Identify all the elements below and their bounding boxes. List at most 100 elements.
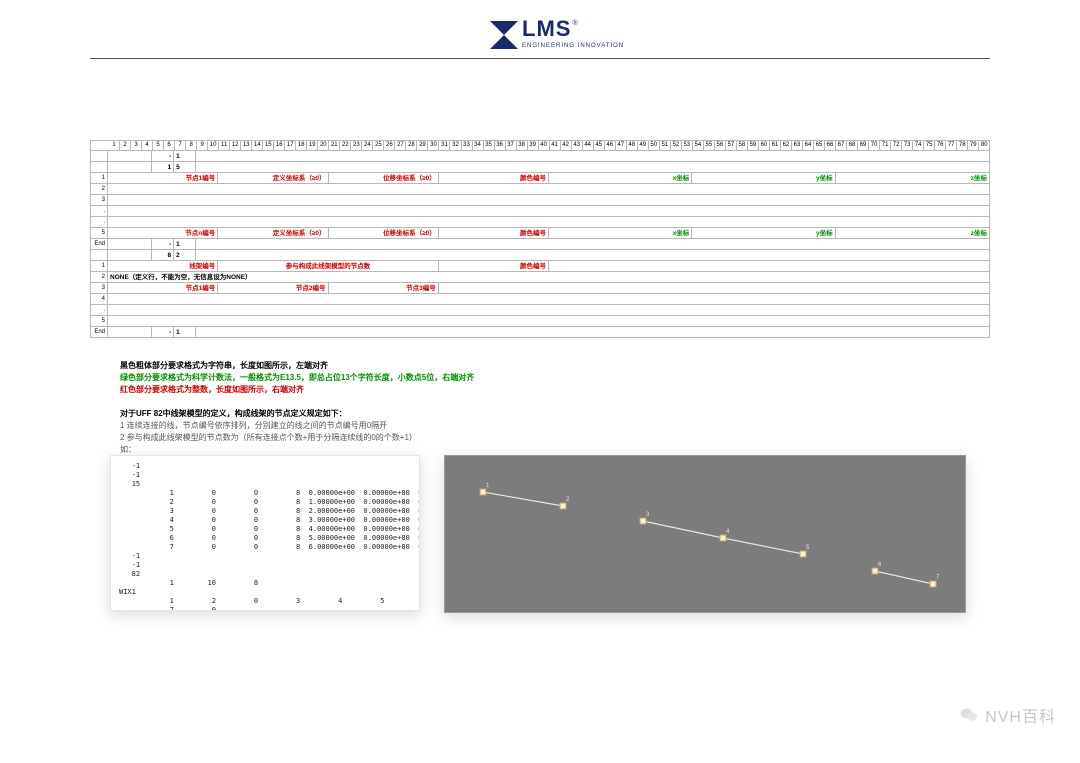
grid-cell: [108, 195, 990, 206]
col-num: 57: [726, 140, 737, 151]
col-num: 15: [263, 140, 274, 151]
grid-row: End-1: [90, 239, 990, 250]
grid-row: 82: [90, 250, 990, 261]
col-num: 47: [616, 140, 627, 151]
col-num: 61: [770, 140, 781, 151]
col-num: 54: [693, 140, 704, 151]
viz-node-marker: [640, 518, 646, 524]
col-num: 14: [252, 140, 263, 151]
col-num: 65: [814, 140, 825, 151]
header-rule: [90, 58, 990, 59]
hdr-defcs: 定义坐标系（≥0）: [218, 173, 328, 184]
col-num: 73: [902, 140, 913, 151]
col-num: 21: [329, 140, 340, 151]
col-num: 62: [781, 140, 792, 151]
row-label: .: [90, 206, 108, 217]
grid-row: .: [90, 305, 990, 316]
grid-row: .: [90, 217, 990, 228]
col-num: 43: [572, 140, 583, 151]
col-num: 5: [153, 140, 164, 151]
grid-cell: [196, 250, 990, 261]
delim-dash: -: [152, 151, 174, 162]
row-label: 2: [90, 184, 108, 195]
wechat-icon: [959, 705, 979, 725]
col-num: 45: [594, 140, 605, 151]
hdr-z: z坐标: [836, 173, 990, 184]
col-num: 6: [164, 140, 175, 151]
grid-cell: [108, 305, 990, 316]
col-num: 78: [957, 140, 968, 151]
hdr-dispcs: 位移坐标系（≥0）: [329, 173, 439, 184]
hdr-y-n: y坐标: [692, 228, 835, 239]
col-num: 2: [120, 140, 131, 151]
watermark: NVH百科: [959, 703, 1056, 727]
col-num: 55: [704, 140, 715, 151]
delim-1-3: 1: [174, 327, 196, 338]
hdr-node-count: 参与构成此线架模型的节点数: [218, 261, 439, 272]
dataset-82-a: 8: [152, 250, 174, 261]
col-num: 28: [406, 140, 417, 151]
grid-cell: [196, 162, 990, 173]
row-label: 3: [90, 195, 108, 206]
row-label: 5: [90, 228, 108, 239]
delim-1: 1: [174, 151, 196, 162]
col-num: 77: [946, 140, 957, 151]
viz-node-marker: [560, 503, 566, 509]
hdr-node-n-id: 节点n编号: [108, 228, 218, 239]
grid-row: 15: [90, 162, 990, 173]
note-line-red: 红色部分要求格式为整数，长度如图所示，右端对齐: [120, 384, 474, 396]
dataset-id-2: 5: [174, 162, 196, 173]
col-num: 80: [979, 140, 990, 151]
note-sub-2: 2 参与构成此线架模型的节点数为（所有连接点个数+用于分隔连续线的0的个数+1）: [120, 432, 474, 444]
hdr-trace-id: 线架编号: [108, 261, 218, 272]
dataset-id-1: 1: [152, 162, 174, 173]
col-num: 46: [605, 140, 616, 151]
col-num: 71: [880, 140, 891, 151]
hdr-trace-color: 颜色编号: [439, 261, 549, 272]
col-num: 37: [506, 140, 517, 151]
grid-cell: [549, 261, 990, 272]
row-label: 5: [90, 316, 108, 327]
col-num: 59: [748, 140, 759, 151]
note-sub-1: 1 连续连接的线，节点编号依序排列，分别建立的线之间的节点编号用0隔开: [120, 420, 474, 432]
col-num: 23: [351, 140, 362, 151]
grid-row: End-1: [90, 327, 990, 338]
hdr-color-n: 颜色编号: [439, 228, 549, 239]
col-num: 12: [230, 140, 241, 151]
col-num: 1: [109, 140, 120, 151]
col-num: 52: [671, 140, 682, 151]
grid-cell: [108, 316, 990, 327]
col-num: 26: [384, 140, 395, 151]
row-label: [90, 162, 108, 173]
viz-node-label: 4: [726, 529, 730, 535]
row-label: .: [90, 217, 108, 228]
column-numbers-row: 1234567891011121314151617181920212223242…: [90, 140, 990, 151]
viz-node-label: 2: [566, 497, 570, 503]
col-num: 16: [274, 140, 285, 151]
grid-row: 4: [90, 294, 990, 305]
tr-node-1: 节点1编号: [108, 283, 218, 294]
col-num: 50: [649, 140, 660, 151]
col-num: 17: [285, 140, 296, 151]
grid-cell: [108, 206, 990, 217]
hdr-dispcs-n: 位移坐标系（≥0）: [329, 228, 439, 239]
col-num: 41: [550, 140, 561, 151]
col-num: 34: [473, 140, 484, 151]
col-num: 79: [968, 140, 979, 151]
viz-node-label: 6: [878, 562, 882, 568]
col-num: 7: [175, 140, 186, 151]
col-num: 64: [803, 140, 814, 151]
viz-node-label: 5: [806, 545, 810, 551]
hdr-z-n: z坐标: [836, 228, 990, 239]
row-label: 1: [90, 261, 108, 272]
hdr-x-n: x坐标: [549, 228, 692, 239]
grid-cell: [196, 327, 990, 338]
grid-cell: [108, 239, 152, 250]
note-heading: 对于UFF 82中线架模型的定义，构成线架的节点定义规定如下：: [120, 408, 474, 420]
row-label: 2: [90, 272, 108, 283]
col-num: 27: [395, 140, 406, 151]
grid-row: 3节点1编号节点2编号节点3编号: [90, 283, 990, 294]
col-num: 53: [682, 140, 693, 151]
col-num: 22: [340, 140, 351, 151]
grid-cell: [108, 294, 990, 305]
